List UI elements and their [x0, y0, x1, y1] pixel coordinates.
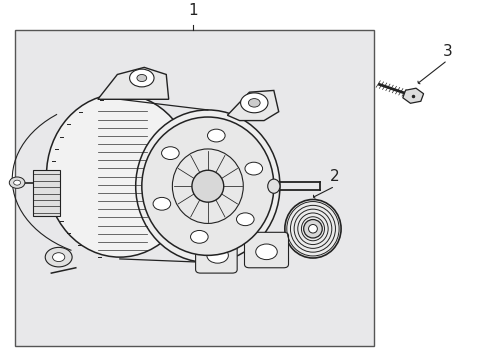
Circle shape	[244, 162, 262, 175]
Polygon shape	[402, 88, 423, 103]
Ellipse shape	[284, 199, 341, 258]
FancyBboxPatch shape	[15, 30, 373, 346]
Text: 3: 3	[442, 44, 451, 59]
Circle shape	[190, 230, 208, 243]
Polygon shape	[98, 67, 168, 99]
Ellipse shape	[308, 225, 317, 233]
Text: 1: 1	[188, 3, 198, 18]
Ellipse shape	[45, 247, 72, 267]
Ellipse shape	[136, 110, 279, 262]
Circle shape	[14, 180, 20, 185]
Circle shape	[240, 93, 267, 113]
FancyBboxPatch shape	[244, 232, 288, 268]
Circle shape	[207, 129, 224, 142]
Circle shape	[248, 99, 260, 107]
Text: 2: 2	[329, 170, 339, 184]
Ellipse shape	[303, 220, 322, 238]
Ellipse shape	[191, 170, 223, 202]
Circle shape	[206, 248, 228, 263]
Circle shape	[137, 75, 146, 82]
Circle shape	[255, 244, 277, 260]
Bar	[33, 170, 60, 216]
Ellipse shape	[52, 253, 64, 262]
Circle shape	[153, 197, 170, 210]
Circle shape	[236, 213, 254, 226]
Circle shape	[161, 147, 179, 159]
Ellipse shape	[142, 117, 273, 255]
Ellipse shape	[46, 94, 193, 257]
Polygon shape	[227, 90, 278, 121]
Circle shape	[129, 69, 154, 87]
Ellipse shape	[267, 179, 279, 193]
Circle shape	[9, 177, 25, 188]
FancyBboxPatch shape	[195, 238, 237, 273]
